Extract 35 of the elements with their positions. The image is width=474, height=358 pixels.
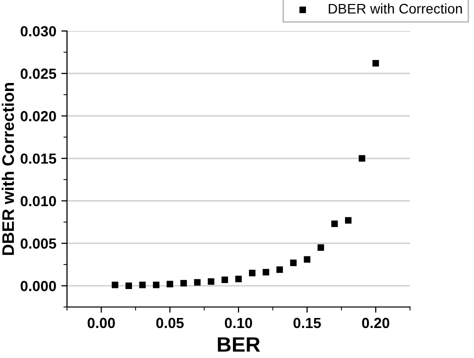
point [276, 266, 283, 273]
point [331, 220, 338, 228]
x-tick-label: 0.15 [293, 318, 321, 328]
y-tick-label: 0.030 [20, 26, 56, 36]
y-tick-label: 0.025 [20, 68, 56, 79]
x-tick-label: 0.10 [224, 318, 252, 328]
x-tick-label: 0.00 [88, 318, 115, 328]
point [262, 268, 270, 276]
point [208, 278, 214, 285]
point [222, 276, 228, 284]
y-tick-label: 0.020 [20, 111, 56, 122]
x-tick-label: 0.20 [362, 318, 390, 328]
x-tick-label: 0.05 [156, 318, 184, 328]
y-tick-label: 0.000 [20, 280, 56, 292]
point [290, 260, 297, 266]
point [139, 282, 146, 288]
y-tick-label: 0.015 [20, 153, 56, 164]
point [248, 270, 256, 276]
point [166, 280, 174, 288]
point [318, 244, 324, 251]
point [194, 279, 201, 286]
point [345, 217, 352, 224]
point [372, 60, 379, 67]
point [152, 282, 160, 288]
legend-label: DBER with Correction [328, 3, 462, 14]
x-axis-title: BER [218, 337, 260, 352]
y-axis-title: DBER with Correction [2, 82, 14, 255]
point [358, 155, 366, 162]
point [235, 276, 242, 282]
point [304, 256, 310, 263]
point [112, 282, 118, 288]
y-tick-label: 0.005 [20, 238, 56, 249]
y-tick-label: 0.010 [20, 196, 56, 206]
point [180, 280, 187, 286]
point [125, 282, 132, 290]
